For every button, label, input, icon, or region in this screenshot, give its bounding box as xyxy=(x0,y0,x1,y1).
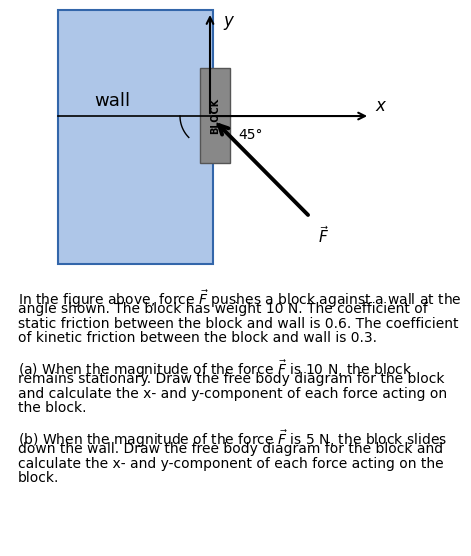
Text: $\vec{F}$: $\vec{F}$ xyxy=(318,225,329,246)
Text: remains stationary. Draw the free body diagram for the block: remains stationary. Draw the free body d… xyxy=(18,373,445,386)
Text: (b) When the magnitude of the force $\vec{F}$ is 5 N, the block slides: (b) When the magnitude of the force $\ve… xyxy=(18,428,447,450)
Text: the block.: the block. xyxy=(18,401,87,415)
Text: BLOCK: BLOCK xyxy=(210,98,220,134)
Text: static friction between the block and wall is 0.6. The coefficient: static friction between the block and wa… xyxy=(18,317,458,331)
Text: block.: block. xyxy=(18,471,59,485)
Text: y: y xyxy=(223,12,233,30)
Text: wall: wall xyxy=(94,92,130,110)
Bar xyxy=(58,10,213,264)
Text: In the figure above, force $\vec{F}$ pushes a block against a wall at the: In the figure above, force $\vec{F}$ pus… xyxy=(18,288,462,310)
Bar xyxy=(200,68,230,163)
Text: x: x xyxy=(375,97,385,115)
Text: calculate the x- and y-component of each force acting on the: calculate the x- and y-component of each… xyxy=(18,457,444,471)
Text: 45°: 45° xyxy=(238,128,262,142)
Text: and calculate the x- and y-component of each force acting on: and calculate the x- and y-component of … xyxy=(18,387,447,401)
Text: (a) When the magnitude of the force $\vec{F}$ is 10 N, the block: (a) When the magnitude of the force $\ve… xyxy=(18,358,413,380)
Text: of kinetic friction between the block and wall is 0.3.: of kinetic friction between the block an… xyxy=(18,331,377,345)
Text: down the wall. Draw the free body diagram for the block and: down the wall. Draw the free body diagra… xyxy=(18,443,443,456)
Text: angle shown. The block has weight 10 N. The coefficient of: angle shown. The block has weight 10 N. … xyxy=(18,302,428,316)
